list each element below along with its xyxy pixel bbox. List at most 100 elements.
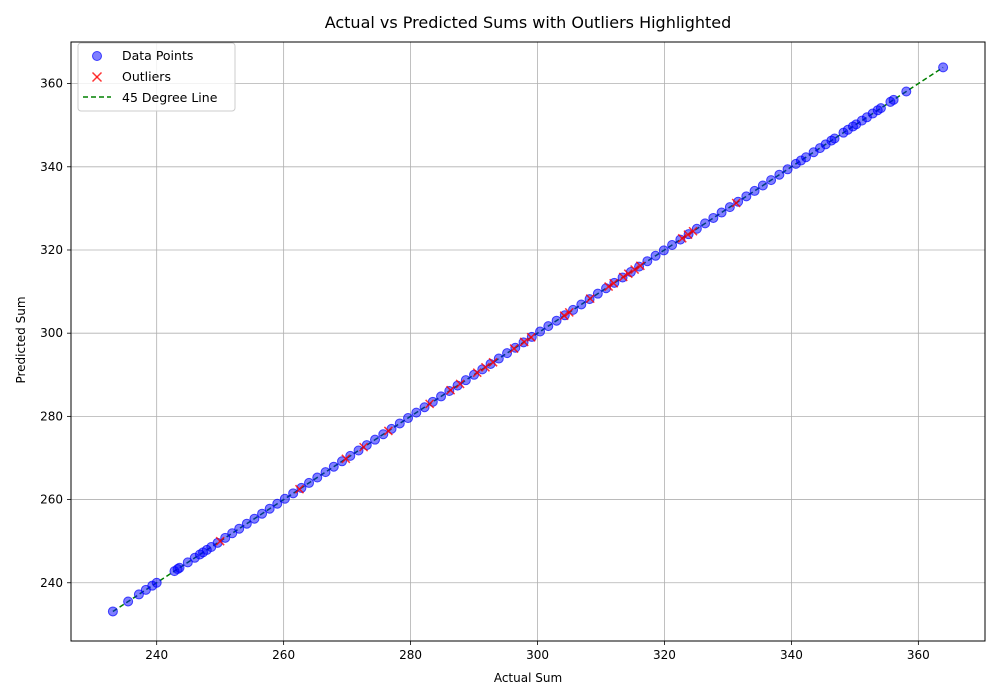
- outlier-point: [480, 362, 491, 372]
- y-tick-label: 300: [40, 326, 63, 340]
- data-point: [345, 450, 356, 461]
- data-point: [151, 577, 162, 588]
- data-point: [502, 348, 513, 359]
- data-point: [700, 218, 711, 229]
- data-point: [460, 375, 471, 386]
- outlier-point: [683, 230, 693, 240]
- data-point: [304, 477, 315, 488]
- data-point: [568, 304, 579, 315]
- x-tick-label: 300: [526, 648, 549, 662]
- data-point: [370, 434, 381, 445]
- data-point: [220, 532, 231, 543]
- data-point: [133, 589, 144, 600]
- outlier-point: [688, 226, 698, 236]
- data-point: [320, 467, 331, 478]
- legend-outliers-label: Outliers: [122, 69, 171, 84]
- outliers-layer: [215, 198, 741, 546]
- outlier-point: [488, 357, 498, 367]
- y-tick-label: 320: [40, 243, 63, 257]
- outlier-point: [630, 265, 640, 275]
- data-point: [650, 250, 661, 261]
- data-point: [708, 212, 719, 223]
- outlier-point: [446, 385, 456, 395]
- data-point: [312, 472, 323, 483]
- data-point: [279, 493, 290, 504]
- outlier-point: [215, 536, 225, 546]
- x-tick-label: 260: [272, 648, 295, 662]
- data-point: [249, 513, 260, 524]
- data-point: [419, 402, 430, 413]
- data-point: [901, 86, 912, 97]
- axis-ticks: 240 260 280 300 320 340 360 240 260 280 300 320 340 3…: [40, 77, 930, 662]
- data-point: [716, 207, 727, 218]
- data-point: [394, 418, 405, 429]
- y-tick-label: 280: [40, 409, 63, 423]
- data-point: [182, 557, 193, 568]
- y-tick-label: 360: [40, 77, 63, 91]
- x-axis-label: Actual Sum: [494, 671, 562, 685]
- data-point: [241, 518, 252, 529]
- x-tick-label: 280: [399, 648, 422, 662]
- data-point: [642, 256, 653, 267]
- data-point: [551, 315, 562, 326]
- data-point: [774, 169, 785, 180]
- y-tick-label: 240: [40, 576, 63, 590]
- outlier-point: [623, 269, 633, 279]
- data-point: [757, 180, 768, 191]
- legend-data-points-label: Data Points: [122, 48, 193, 63]
- legend-box: [77, 42, 236, 112]
- data-point: [234, 523, 245, 534]
- data-point: [436, 391, 447, 402]
- y-tick-label: 260: [40, 493, 63, 507]
- data-point: [766, 175, 777, 186]
- outlier-point: [341, 454, 351, 464]
- data-point: [353, 445, 364, 456]
- legend-outliers-marker: [91, 71, 103, 83]
- data-point: [123, 596, 134, 607]
- data-point: [938, 62, 949, 73]
- data-point: [264, 503, 275, 514]
- data-point: [782, 164, 793, 175]
- outlier-point: [509, 344, 519, 354]
- data-point: [227, 528, 238, 539]
- y-axis-label: Predicted Sum: [14, 296, 28, 383]
- data-point: [543, 321, 554, 332]
- data-point: [288, 488, 299, 499]
- outlier-point: [604, 282, 614, 292]
- outlier-point: [677, 233, 687, 243]
- data-point: [875, 103, 886, 114]
- data-point: [801, 152, 812, 163]
- data-point: [741, 191, 752, 202]
- outlier-point: [559, 311, 569, 321]
- data-point: [592, 288, 603, 299]
- legend-data-points-marker: [92, 51, 102, 61]
- x-tick-label: 320: [653, 648, 676, 662]
- outlier-point: [425, 399, 435, 409]
- data-point: [257, 508, 268, 519]
- x-tick-label: 360: [907, 648, 930, 662]
- legend: Data Points Outliers 45 Degree Line: [77, 42, 236, 112]
- data-point: [724, 202, 735, 213]
- data-point: [829, 133, 840, 144]
- data-point: [691, 223, 702, 234]
- data-point: [411, 407, 422, 418]
- data-point: [658, 245, 669, 256]
- data-point: [403, 413, 414, 424]
- outlier-point: [635, 261, 645, 271]
- data-point: [667, 239, 678, 250]
- outlier-point: [618, 272, 628, 282]
- outlier-point: [383, 426, 393, 436]
- data-point: [749, 185, 760, 196]
- data-point: [535, 326, 546, 337]
- outlier-point: [472, 368, 482, 378]
- outlier-point: [564, 307, 574, 317]
- outlier-point: [519, 337, 529, 347]
- data-point: [378, 429, 389, 440]
- outlier-point: [609, 278, 619, 288]
- outlier-point: [585, 294, 595, 304]
- data-point: [337, 456, 348, 467]
- outlier-point: [455, 379, 465, 389]
- data-point: [888, 94, 899, 105]
- x-tick-label: 240: [145, 648, 168, 662]
